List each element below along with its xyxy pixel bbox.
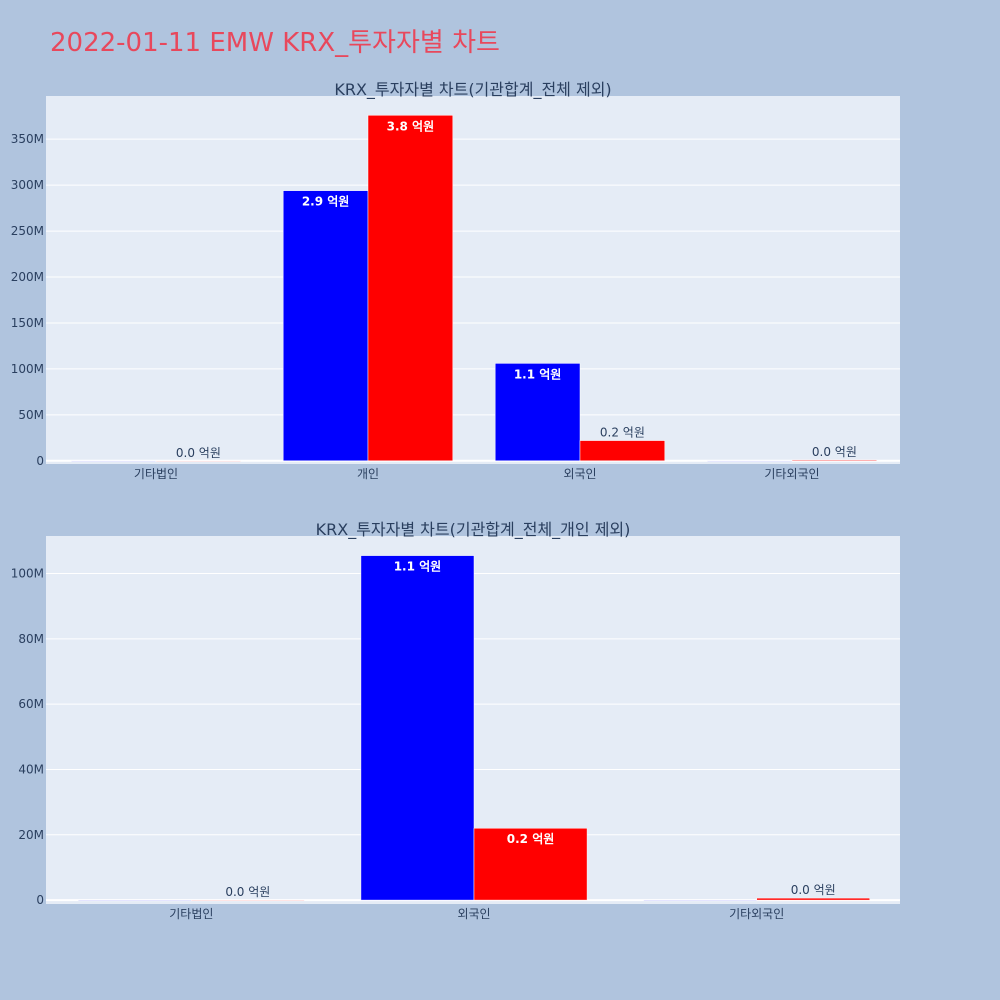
data-label: 0.2 억원 <box>600 426 645 440</box>
bar <box>78 899 192 901</box>
x-tick-label: 개인 <box>357 467 379 481</box>
bar <box>155 460 242 462</box>
y-tick-label: 300M <box>11 178 44 192</box>
bar <box>643 899 757 901</box>
bar <box>70 460 157 462</box>
bar <box>360 555 475 901</box>
chart-top: 0 50M 100M 150M 200M 250M 300M 350M KRX_투자자별 차트(… <box>11 80 900 481</box>
bar <box>494 363 581 462</box>
plot-area <box>46 96 900 464</box>
x-tick-label: 외국인 <box>457 907 490 921</box>
x-tick-label: 기타외국인 <box>764 467 819 481</box>
data-label: 0.2 억원 <box>507 832 555 846</box>
y-tick-label: 50M <box>18 408 44 422</box>
page-title: 2022-01-11 EMW KRX_투자자별 차트 <box>50 28 500 58</box>
y-tick-label: 60M <box>18 697 44 711</box>
y-tick-label: 80M <box>18 632 44 646</box>
data-label: 0.0 억원 <box>225 885 270 899</box>
y-tick-label: 200M <box>11 270 44 284</box>
x-tick-label: 기타법인 <box>169 907 213 921</box>
chart-title: KRX_투자자별 차트(기관합계_전체_개인 제외) <box>316 520 631 540</box>
chart-bottom: 0 20M 40M 60M 80M 100M KRX_투자자별 차트(기관합계_전체_개인 … <box>11 520 900 921</box>
y-tick-label: 250M <box>11 224 44 238</box>
data-label: 2.9 억원 <box>302 195 350 209</box>
bar <box>191 899 305 901</box>
y-tick-label: 40M <box>18 762 44 776</box>
data-label: 1.1 억원 <box>394 560 442 574</box>
y-tick-label: 100M <box>11 362 44 376</box>
data-label: 0.0 억원 <box>176 446 221 460</box>
data-label: 0.0 억원 <box>791 883 836 897</box>
chart-title: KRX_투자자별 차트(기관합계_전체 제외) <box>334 80 611 100</box>
y-tick-label: 0 <box>36 454 44 468</box>
y-tick-label: 150M <box>11 316 44 330</box>
y-tick-label: 100M <box>11 567 44 581</box>
y-tick-label: 0 <box>36 893 44 907</box>
bar <box>282 190 369 462</box>
bar <box>579 440 666 462</box>
bar <box>706 460 793 462</box>
bar <box>367 115 454 462</box>
y-tick-label: 350M <box>11 132 44 146</box>
bar <box>791 459 878 462</box>
x-tick-label: 외국인 <box>563 467 596 481</box>
x-tick-label: 기타외국인 <box>729 907 784 921</box>
y-tick-label: 20M <box>18 828 44 842</box>
x-tick-label: 기타법인 <box>134 467 178 481</box>
bar <box>473 827 588 901</box>
data-label: 3.8 억원 <box>387 119 435 133</box>
data-label: 1.1 억원 <box>514 367 562 381</box>
data-label: 0.0 억원 <box>812 445 857 459</box>
bar <box>756 897 870 901</box>
